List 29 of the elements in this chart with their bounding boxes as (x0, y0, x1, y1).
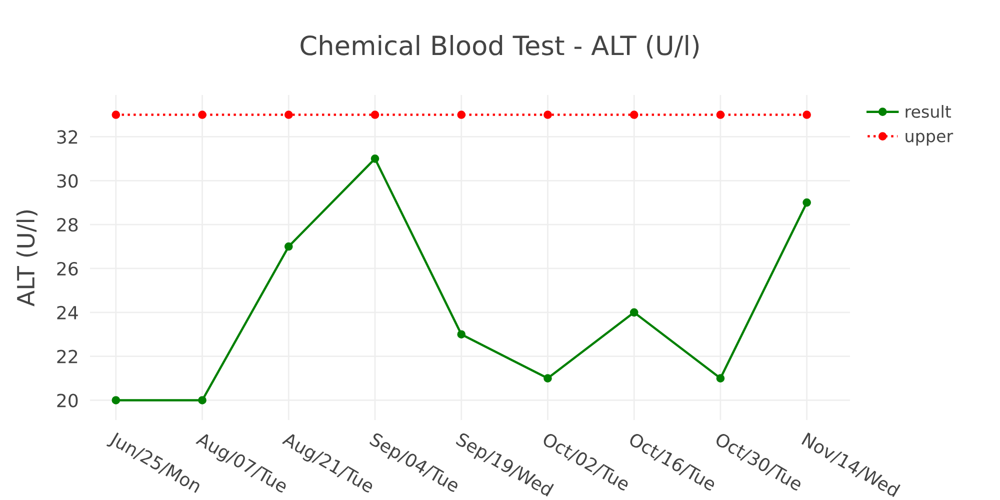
point (284, 110, 293, 119)
y-tick-label: 26 (57, 262, 78, 276)
point (112, 396, 120, 404)
point (630, 110, 638, 119)
point (630, 308, 638, 317)
y-tick-label: 22 (57, 350, 78, 364)
point (544, 374, 552, 382)
y-tick-label: 32 (57, 130, 78, 144)
point (370, 110, 380, 119)
point (544, 110, 552, 119)
point (370, 154, 380, 163)
y-axis-title: ALT (U/l) (16, 210, 38, 306)
point (198, 396, 206, 404)
point (112, 110, 120, 119)
point (716, 110, 725, 119)
legend-label: result (906, 105, 952, 118)
point (457, 330, 466, 339)
y-tick-label: 28 (57, 218, 78, 232)
point (198, 110, 206, 119)
point (802, 110, 811, 119)
point (457, 110, 466, 119)
y-tick-label: 30 (57, 174, 78, 188)
point (716, 374, 725, 382)
y-tick-label: 20 (57, 394, 78, 408)
legend-label: upper (906, 132, 954, 146)
y-tick-label: 24 (57, 306, 78, 320)
point (284, 242, 293, 251)
chart-title: Chemical Blood Test - ALT (U/l) (300, 35, 699, 59)
point (802, 198, 811, 207)
